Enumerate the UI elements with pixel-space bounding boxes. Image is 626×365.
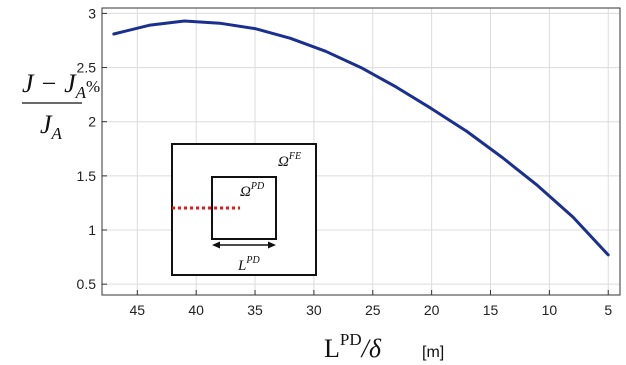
ylabel-numerator: J − J [22,69,77,98]
y-tick-label-4: 2.5 [77,60,97,76]
ylabel-numerator-sub: A [75,83,87,102]
ylabel-percent: % [86,77,100,96]
inset-arrowhead-right [268,241,276,249]
plot-frame [101,7,621,296]
inset-dimension-label: L [237,258,246,274]
svg-text:J − JA%: J − JA% [22,69,100,102]
x-tick-label-5: 20 [424,302,440,318]
svg-text:LPD: LPD [237,255,260,274]
y-tick-label-3: 2 [88,114,96,130]
x-axis-label: LPD/δ [m] [324,330,444,363]
x-tick-label-1: 40 [188,302,204,318]
x-tick-label-7: 10 [542,302,558,318]
svg-text:ΩFE: ΩFE [278,151,301,170]
series-layer [112,19,610,257]
inset-arrowhead-left [212,241,220,249]
xlabel-superscript: PD [340,330,362,349]
series-line-0 [112,19,610,257]
svg-text:LPD/δ: LPD/δ [324,330,382,363]
xlabel-main: L [324,334,340,363]
y-tick-label-0: 0.5 [77,276,97,292]
x-tick-label-3: 30 [306,302,322,318]
inset-inner-label-sup: PD [250,181,265,192]
x-tick-label-2: 35 [247,302,263,318]
x-tick-label-6: 15 [483,302,499,318]
ylabel-denominator: J [40,110,53,139]
inset-diagram: ΩFE ΩPD LPD [171,143,317,276]
x-tick-label-8: 5 [604,302,612,318]
x-tick-label-0: 45 [130,302,146,318]
inset-outer-label-sup: FE [288,151,301,162]
xlabel-unit: [m] [422,344,444,361]
inset-dimension-label-sup: PD [245,255,260,266]
svg-text:ΩPD: ΩPD [240,181,265,200]
inset-outer-label: Ω [278,154,289,170]
y-tick-label-5: 3 [88,5,96,21]
x-tick-label-4: 25 [365,302,381,318]
xlabel-over: /δ [360,334,382,363]
svg-text:JA: JA [40,110,63,143]
y-tick-label-1: 1 [88,222,96,238]
axis-ticks: 45 40 35 30 25 20 15 10 5 0.5 1 1.5 2 2.5 3 [77,5,613,318]
ylabel-denominator-sub: A [51,124,63,143]
y-tick-label-2: 1.5 [77,168,97,184]
inset-inner-label: Ω [240,184,251,200]
y-axis-label: J − JA% JA [22,69,100,143]
